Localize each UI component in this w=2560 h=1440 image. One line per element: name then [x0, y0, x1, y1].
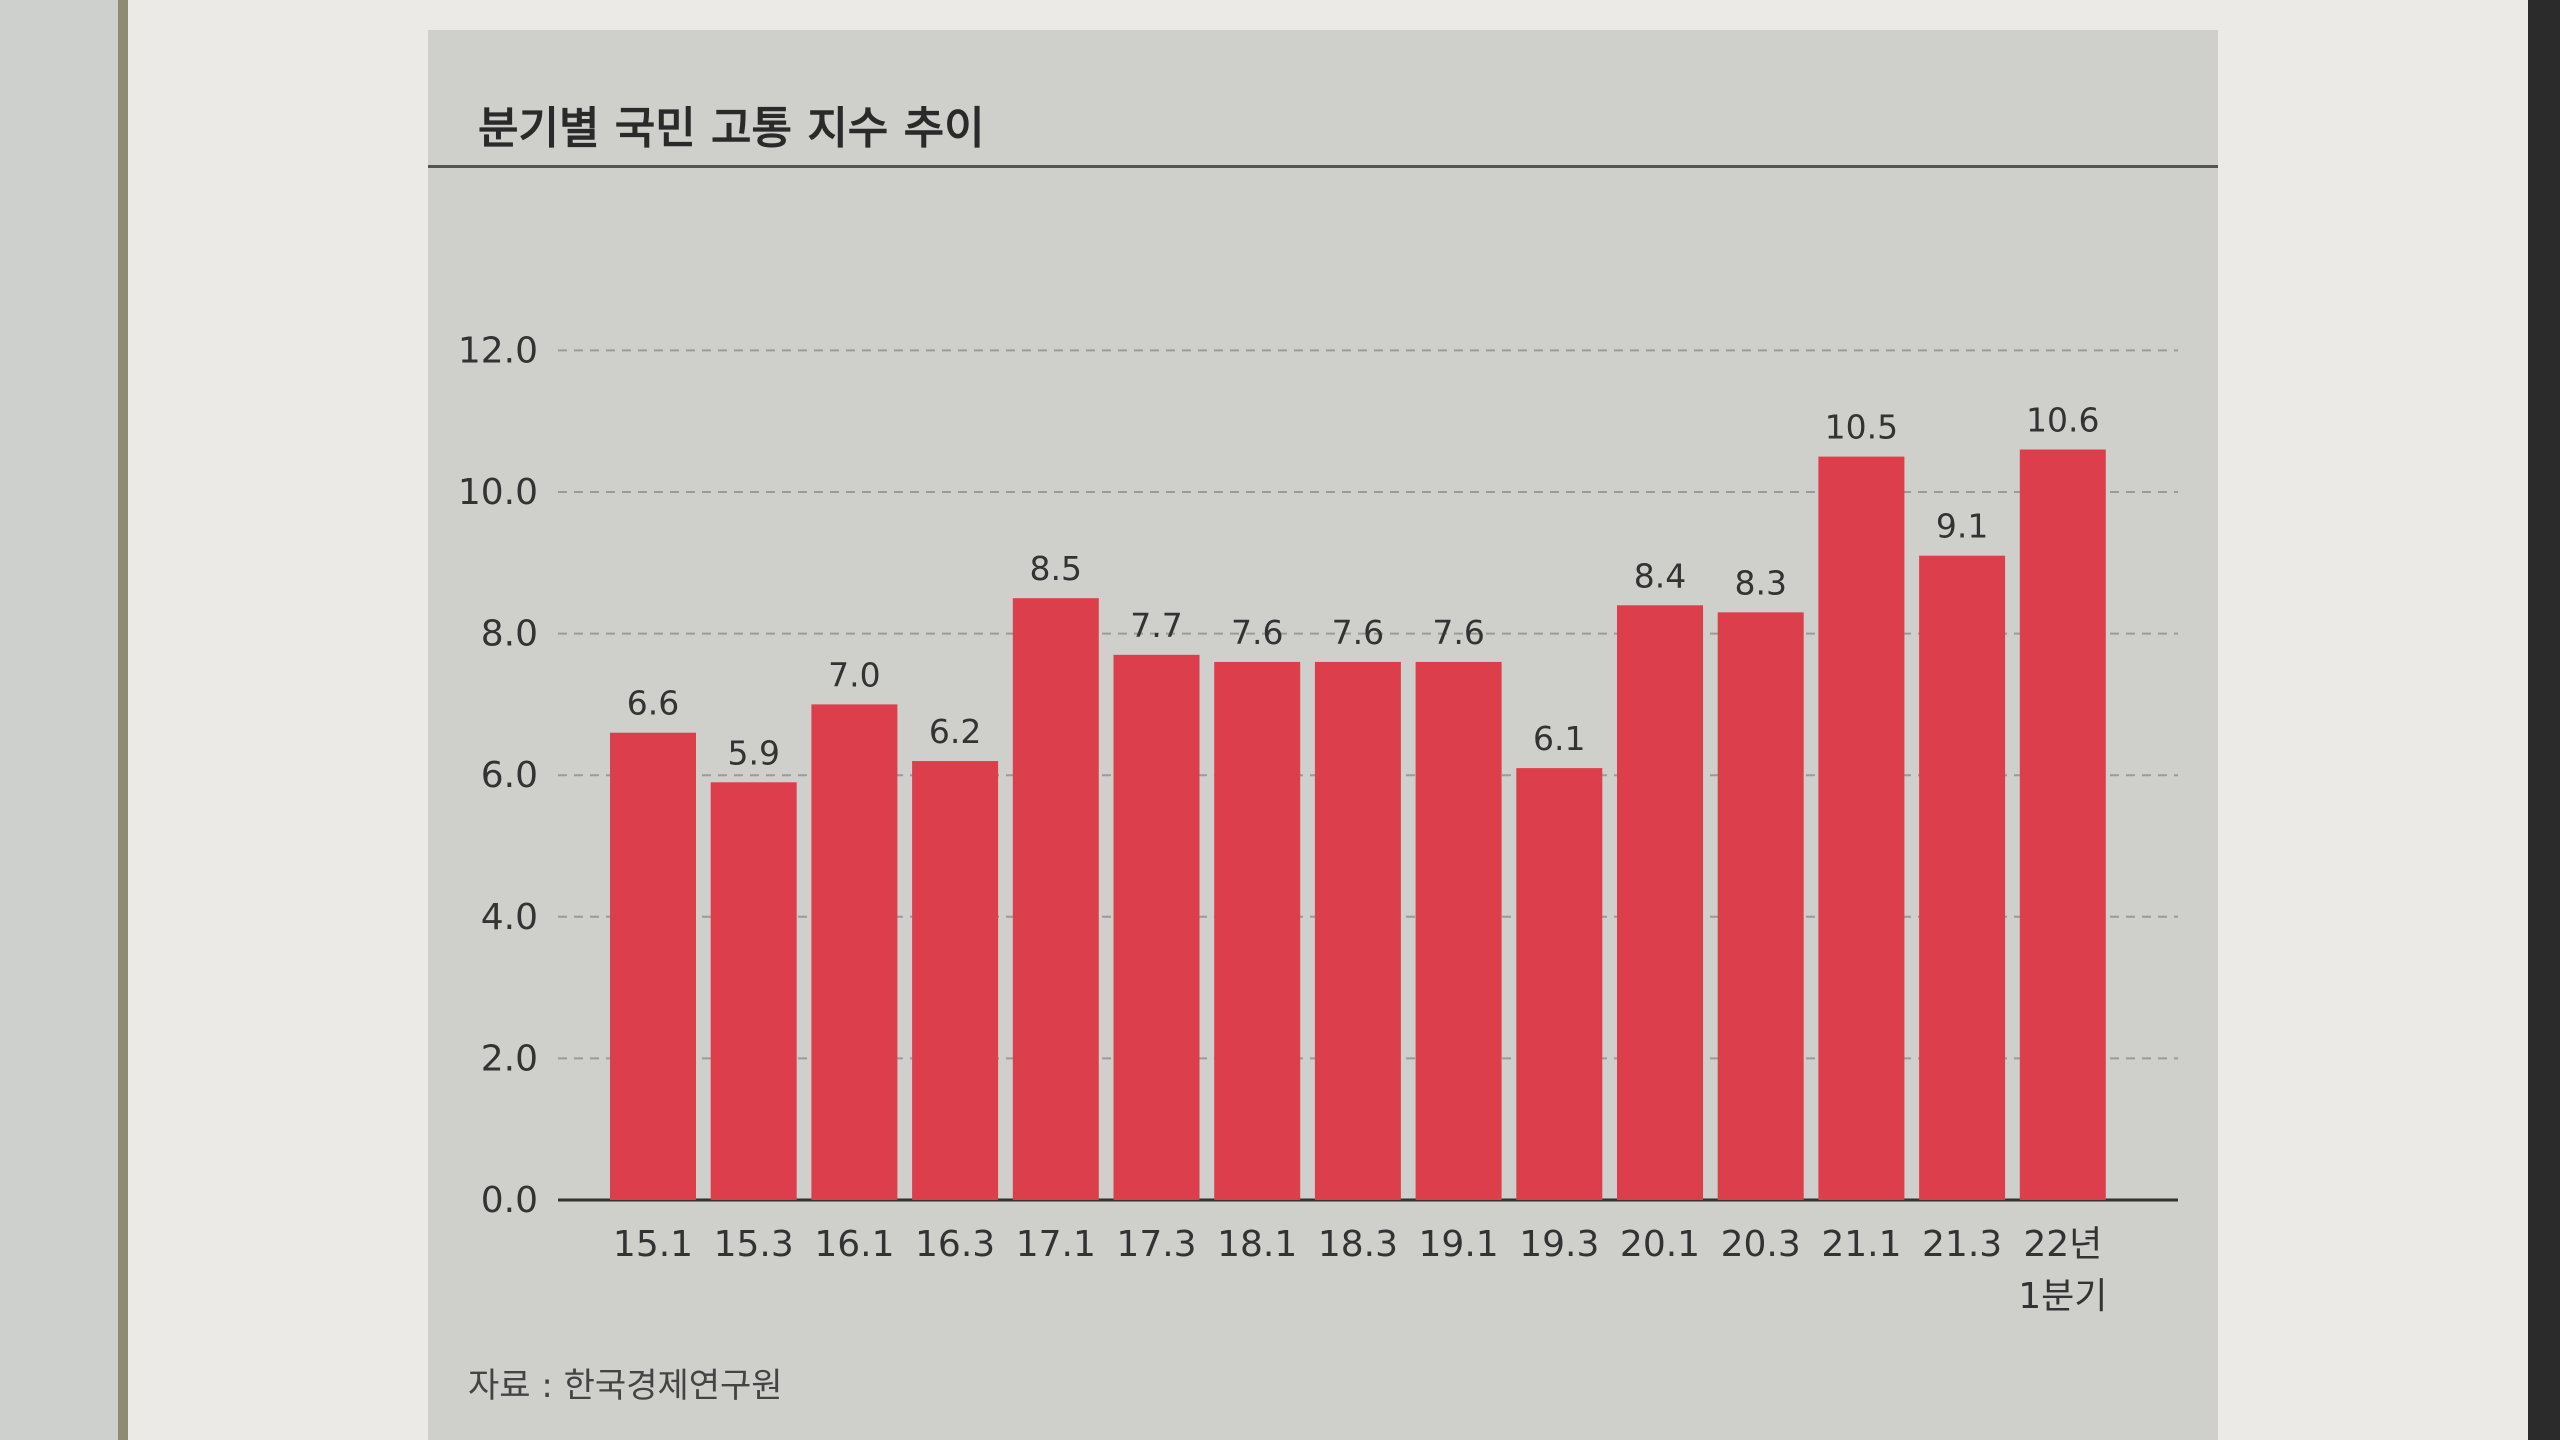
bar: [1516, 768, 1603, 1200]
x-tick-label-line: 22년: [2023, 1224, 2102, 1265]
x-tick-label-line: 15.1: [613, 1224, 693, 1265]
x-tick-label-line: 21.3: [1922, 1224, 2002, 1265]
x-tick-label: 21.1: [1821, 1224, 1901, 1265]
x-tick-label-line: 20.3: [1721, 1224, 1801, 1265]
x-tick-label-line: 20.1: [1620, 1224, 1700, 1265]
x-tick-label-line: 18.3: [1318, 1224, 1398, 1265]
x-tick-label: 16.3: [915, 1224, 995, 1265]
y-tick-label: 12.0: [458, 330, 538, 371]
data-label: 6.1: [1533, 719, 1585, 758]
x-tick-label: 18.3: [1318, 1224, 1398, 1265]
chart-panel: 분기별 국민 고통 지수 추이 0.0 2.0 4.0 6.0 8.0 10.0 12.0 6…: [428, 30, 2218, 1440]
desk-background-right: [2528, 0, 2560, 1440]
x-tick-label: 17.1: [1016, 1224, 1096, 1265]
x-tick-label: 19.3: [1519, 1224, 1599, 1265]
bar: [1415, 661, 1502, 1200]
bar: [1012, 598, 1099, 1200]
data-label: 5.9: [727, 733, 779, 772]
bar: [1919, 555, 2006, 1200]
bar: [811, 704, 898, 1200]
data-label: 7.0: [828, 655, 880, 694]
x-tick-label: 19.1: [1419, 1224, 1499, 1265]
bar-chart: 0.0 2.0 4.0 6.0 8.0 10.0 12.0 6.6 15.1 5.9 15.3 7.0…: [458, 330, 2178, 1317]
book-page-edge: [118, 0, 128, 1440]
data-label: 10.6: [2026, 401, 2099, 440]
y-tick-label: 10.0: [458, 472, 538, 513]
data-label: 7.6: [1231, 613, 1283, 652]
x-tick-label-line: 21.1: [1821, 1224, 1901, 1265]
y-tick-label: 6.0: [481, 755, 538, 796]
x-tick-label-line: 16.3: [915, 1224, 995, 1265]
chart-title: 분기별 국민 고통 지수 추이: [478, 103, 985, 154]
data-label: 6.6: [627, 684, 679, 723]
data-label: 10.5: [1825, 408, 1898, 447]
y-tick-label: 8.0: [481, 614, 538, 655]
x-tick-label: 20.1: [1620, 1224, 1700, 1265]
x-tick-label: 21.3: [1922, 1224, 2002, 1265]
data-label: 9.1: [1936, 507, 1988, 546]
data-label: 8.3: [1734, 563, 1786, 602]
x-tick-label-line: 18.1: [1217, 1224, 1297, 1265]
data-label: 7.6: [1432, 613, 1484, 652]
x-tick-label: 22년 1분기: [2018, 1224, 2107, 1317]
bar: [1314, 661, 1401, 1200]
x-tick-label-line: 19.1: [1419, 1224, 1499, 1265]
desk-background: [0, 0, 130, 1440]
bar: [1214, 661, 1301, 1200]
bar: [610, 732, 696, 1200]
bar: [1717, 612, 1804, 1200]
x-tick-label-line: 17.3: [1116, 1224, 1196, 1265]
data-label: 8.5: [1030, 549, 1082, 588]
data-label: 7.7: [1130, 606, 1182, 645]
bar: [912, 761, 999, 1200]
bar: [1617, 605, 1703, 1200]
source-note: 자료 : 한국경제연구원: [468, 1366, 783, 1406]
x-tick-label-line: 17.1: [1016, 1224, 1096, 1265]
x-tick-label-line: 16.1: [814, 1224, 894, 1265]
y-tick-label: 0.0: [481, 1180, 538, 1221]
y-tick-label: 2.0: [481, 1038, 538, 1079]
bar: [1818, 456, 1905, 1201]
data-label: 7.6: [1332, 613, 1384, 652]
x-tick-label: 15.3: [714, 1224, 794, 1265]
title-divider: [428, 165, 2218, 168]
x-tick-label-line: 1분기: [2018, 1276, 2107, 1317]
x-tick-label-line: 19.3: [1519, 1224, 1599, 1265]
x-tick-label: 20.3: [1721, 1224, 1801, 1265]
y-tick-label: 4.0: [481, 897, 538, 938]
bar: [1113, 654, 1200, 1200]
x-tick-label: 17.3: [1116, 1224, 1196, 1265]
data-label: 6.2: [929, 712, 981, 751]
x-tick-label: 15.1: [613, 1224, 693, 1265]
x-tick-label: 16.1: [814, 1224, 894, 1265]
x-tick-label: 18.1: [1217, 1224, 1297, 1265]
x-tick-label-line: 15.3: [714, 1224, 794, 1265]
data-label: 8.4: [1634, 556, 1686, 595]
bar: [710, 782, 797, 1200]
bar: [2019, 449, 2106, 1200]
